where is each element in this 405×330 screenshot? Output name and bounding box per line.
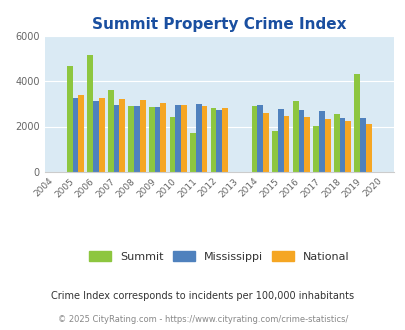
Bar <box>210 109 216 172</box>
Bar <box>119 99 125 172</box>
Bar <box>160 103 166 172</box>
Legend: Summit, Mississippi, National: Summit, Mississippi, National <box>85 248 352 265</box>
Bar <box>359 118 365 172</box>
Bar <box>298 110 303 172</box>
Bar <box>345 121 350 172</box>
Bar <box>201 106 207 172</box>
Bar <box>87 55 93 172</box>
Bar <box>365 123 371 172</box>
Bar <box>154 107 160 172</box>
Title: Summit Property Crime Index: Summit Property Crime Index <box>92 17 345 32</box>
Bar <box>113 105 119 172</box>
Bar <box>313 126 318 172</box>
Bar <box>222 108 227 172</box>
Bar <box>67 66 72 172</box>
Bar <box>257 105 262 172</box>
Bar <box>318 111 324 172</box>
Bar <box>181 105 186 172</box>
Bar <box>339 118 345 172</box>
Text: Crime Index corresponds to incidents per 100,000 inhabitants: Crime Index corresponds to incidents per… <box>51 291 354 301</box>
Bar <box>175 105 181 172</box>
Bar <box>324 119 330 172</box>
Bar <box>78 95 84 172</box>
Bar <box>292 101 298 172</box>
Bar <box>333 114 339 172</box>
Bar <box>272 131 277 172</box>
Bar <box>128 106 134 172</box>
Text: © 2025 CityRating.com - https://www.cityrating.com/crime-statistics/: © 2025 CityRating.com - https://www.city… <box>58 315 347 324</box>
Bar <box>195 104 201 172</box>
Bar <box>251 106 257 172</box>
Bar <box>93 101 99 172</box>
Bar <box>134 106 140 172</box>
Bar <box>354 74 359 172</box>
Bar <box>149 107 154 172</box>
Bar <box>108 90 113 172</box>
Bar <box>140 100 145 172</box>
Bar <box>277 109 283 172</box>
Bar <box>262 114 268 172</box>
Bar <box>99 98 104 172</box>
Bar <box>72 98 78 172</box>
Bar <box>190 133 195 172</box>
Bar <box>283 116 289 172</box>
Bar <box>303 117 309 172</box>
Bar <box>169 117 175 172</box>
Bar <box>216 110 222 172</box>
